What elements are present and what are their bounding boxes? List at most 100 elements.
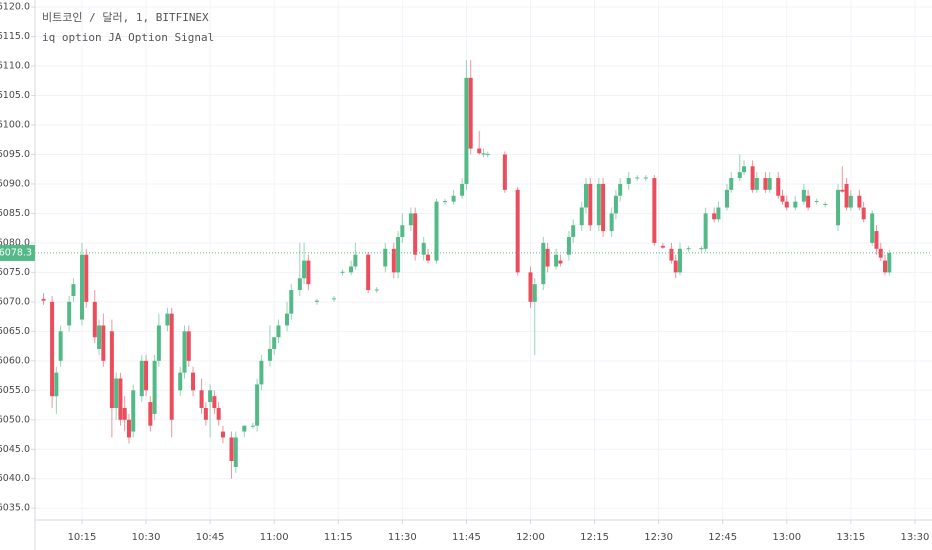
candle-body [793,201,798,208]
candle-body [276,325,281,338]
y-tick-label: 6120.0 [0,2,30,13]
candle-body [191,372,196,391]
candle-body [669,248,674,261]
y-tick-label: 6075.0 [0,267,30,278]
candle-body [289,290,294,314]
candle-body [443,201,448,203]
candle-body [613,195,618,214]
candle-body [596,183,601,226]
candle-body [857,195,862,208]
candle-body [71,284,76,296]
candle-body [643,177,648,179]
candle-body [212,396,217,408]
x-tick-label: 12:45 [708,532,737,543]
candle-body [182,331,187,373]
candle-body [776,178,781,196]
candle-body [50,301,55,397]
candle-body [383,248,388,267]
x-tick-label: 13:00 [772,532,801,543]
candle-body [660,245,665,248]
candle-body [79,254,84,320]
candle-body [58,331,63,361]
candle-body [285,313,290,326]
candle-body [297,278,302,291]
x-tick-label: 12:30 [644,532,673,543]
candle-body [635,177,640,179]
last-price-label: 6078.3 [0,247,32,258]
candle-body [203,407,208,420]
candle-body [515,189,520,273]
candle-body [242,425,247,432]
y-tick-label: 6105.0 [0,90,30,101]
candle-body [396,237,401,273]
y-tick-label: 6080.0 [0,237,30,248]
candle-body [584,183,589,208]
grid [35,0,932,520]
candle-body [750,166,755,190]
x-tick-label: 13:30 [901,532,930,543]
candle-body [233,437,238,467]
candle-body [349,266,354,273]
chart-subtitle: iq option JA Option Signal [42,31,214,44]
candle-body [101,325,106,361]
candle-body [737,172,742,179]
y-tick-label: 6070.0 [0,296,30,307]
candle-body [229,437,234,462]
candle-body [626,178,631,184]
candle-body [601,183,606,232]
candle-body [421,242,426,255]
candle-body [532,284,537,302]
candle-body [883,260,888,273]
candle-body [434,201,439,261]
y-tick-label: 6090.0 [0,178,30,189]
candle-body [54,372,59,397]
x-tick-label: 11:00 [260,532,289,543]
candle-body [122,407,127,420]
candle-body [92,301,97,338]
x-tick-label: 10:15 [68,532,97,543]
candle-body [801,189,806,202]
candle-body [566,237,571,255]
candle-body [148,402,153,426]
x-tick-label: 11:30 [388,532,417,543]
y-tick-label: 6100.0 [0,119,30,130]
candle-body [208,390,213,403]
candle-body [144,360,149,391]
candle-body [332,298,336,300]
candle-body [686,248,691,250]
candle-body [84,254,89,302]
candle-body [541,242,546,285]
candle-body [302,260,307,279]
y-tick-label: 6110.0 [0,61,30,72]
candle-body [97,325,102,350]
candle-body [618,183,623,196]
x-tick-label: 13:15 [836,532,865,543]
candle-body [870,213,875,243]
chart-title: 비트코인 / 달러, 1, BITFINEX [42,11,209,24]
candle-body [823,203,828,205]
candle-body [806,195,811,208]
candle-body [716,207,721,220]
candle-body [481,153,486,155]
candle-body [114,378,119,408]
y-tick-label: 6040.0 [0,473,30,484]
candle-body [353,254,358,267]
candle-body [502,154,507,190]
candle-body [374,289,379,291]
candle-body [699,248,704,250]
candle-body [41,298,46,301]
candle-body [652,178,657,243]
candle-body [545,248,550,267]
candle-body [874,231,879,249]
candle-body [267,349,272,361]
candle-body [528,272,533,302]
y-tick-label: 6060.0 [0,355,30,366]
candle-body [255,384,260,426]
candle-body [272,337,277,350]
y-tick-label: 6035.0 [0,503,30,514]
candle-body [724,189,729,208]
y-tick-label: 6115.0 [0,31,30,42]
candle-body [460,183,465,196]
